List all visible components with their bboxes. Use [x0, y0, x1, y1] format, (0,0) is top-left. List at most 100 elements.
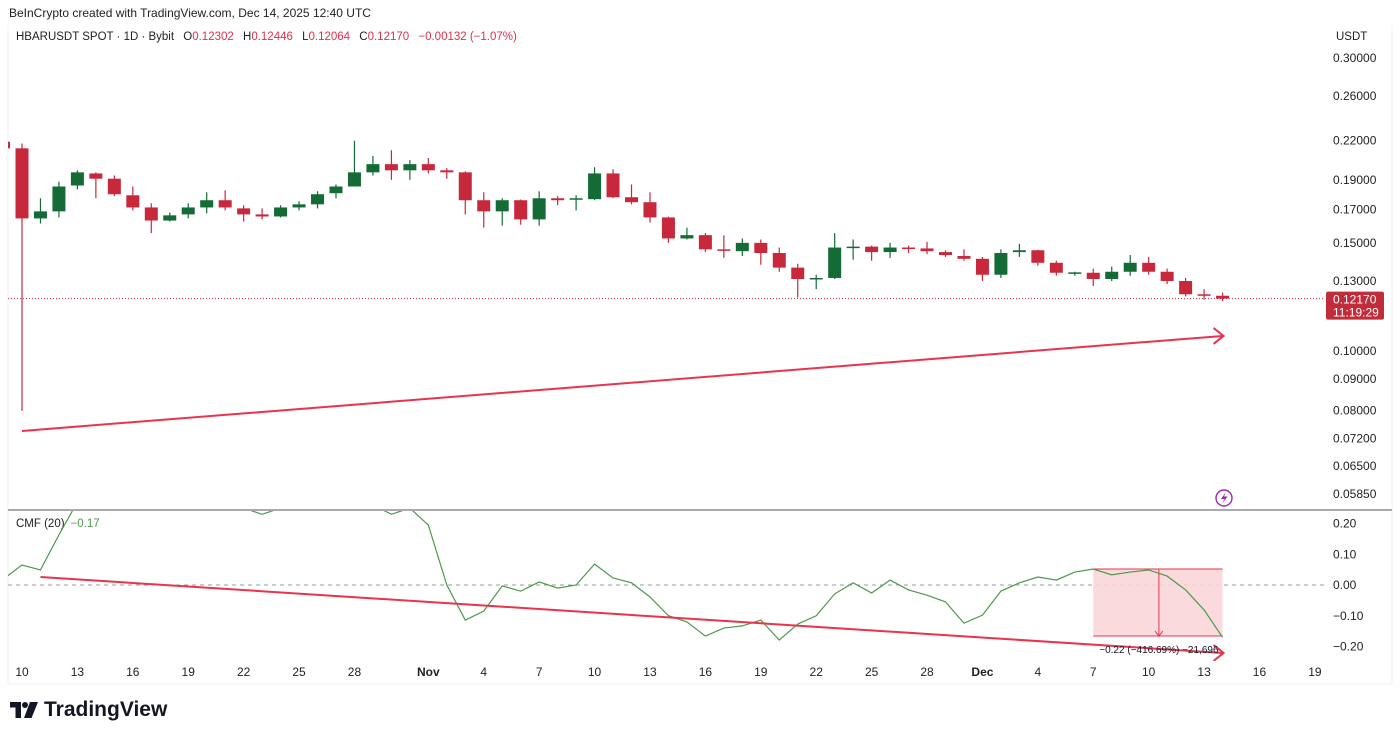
- candle[interactable]: [33, 198, 47, 224]
- candle[interactable]: [1179, 277, 1193, 297]
- candle[interactable]: [957, 249, 971, 261]
- candle-body: [1179, 281, 1193, 295]
- measure-box[interactable]: [1093, 569, 1223, 637]
- candle[interactable]: [772, 247, 786, 272]
- chart-credit: BeInCrypto created with TradingView.com,…: [9, 6, 371, 20]
- candle[interactable]: [1105, 266, 1119, 282]
- candle[interactable]: [532, 191, 546, 226]
- price-trendline[interactable]: [21, 334, 1223, 432]
- lightning-icon[interactable]: [1215, 489, 1233, 507]
- candle[interactable]: [1142, 256, 1156, 275]
- candle[interactable]: [163, 212, 177, 222]
- candle[interactable]: [237, 205, 251, 222]
- candle[interactable]: [144, 203, 158, 234]
- candle[interactable]: [311, 191, 325, 209]
- symbol-title[interactable]: HBARUSDT SPOT · 1D · Bybit: [16, 31, 175, 43]
- candle[interactable]: [89, 172, 103, 199]
- candle[interactable]: [1123, 255, 1137, 276]
- candle[interactable]: [1086, 268, 1100, 286]
- candle[interactable]: [828, 233, 842, 279]
- candle[interactable]: [52, 181, 66, 218]
- candle[interactable]: [809, 274, 823, 290]
- candle[interactable]: [403, 160, 417, 180]
- candle[interactable]: [717, 235, 731, 258]
- candle-body: [735, 242, 749, 252]
- candle[interactable]: [735, 238, 749, 256]
- candle-body: [661, 217, 675, 239]
- measure-arrowhead: [1154, 630, 1164, 637]
- signal-button[interactable]: [1215, 489, 1233, 507]
- candle[interactable]: [994, 249, 1008, 278]
- candle[interactable]: [292, 201, 306, 211]
- candle[interactable]: [181, 203, 195, 219]
- candle[interactable]: [15, 143, 29, 411]
- cmf-current-value: −0.17: [70, 518, 100, 530]
- time-tick-label: 10: [1142, 665, 1156, 679]
- candle[interactable]: [70, 170, 84, 190]
- cmf-line[interactable]: [4, 484, 1224, 641]
- candle[interactable]: [754, 239, 768, 265]
- candle[interactable]: [421, 157, 435, 174]
- price-pane[interactable]: [0, 140, 1325, 432]
- candle[interactable]: [606, 169, 620, 199]
- candle[interactable]: [661, 216, 675, 243]
- candle[interactable]: [791, 263, 805, 298]
- candle[interactable]: [1068, 271, 1082, 276]
- tradingview-logo[interactable]: TradingView: [10, 698, 167, 722]
- candle[interactable]: [643, 192, 657, 223]
- candle[interactable]: [846, 239, 860, 260]
- candle[interactable]: [366, 156, 380, 176]
- cmf-trendline[interactable]: [40, 576, 1223, 654]
- candle[interactable]: [551, 196, 565, 206]
- candle[interactable]: [1216, 292, 1230, 301]
- candle[interactable]: [514, 199, 528, 225]
- candle[interactable]: [698, 233, 712, 253]
- candle[interactable]: [920, 241, 934, 255]
- candle[interactable]: [1012, 243, 1026, 257]
- candle[interactable]: [902, 245, 916, 254]
- candle-body: [255, 214, 269, 217]
- candle[interactable]: [458, 171, 472, 215]
- candle-body: [237, 208, 251, 215]
- candle[interactable]: [1160, 268, 1174, 285]
- candle[interactable]: [1197, 289, 1211, 300]
- candle[interactable]: [126, 186, 140, 211]
- cmf-trendline-arrowhead: [1212, 644, 1226, 661]
- candle[interactable]: [347, 140, 361, 187]
- candle[interactable]: [1031, 249, 1045, 266]
- candle-body: [89, 173, 103, 179]
- time-tick-label: 10: [15, 665, 29, 679]
- cmf-pane[interactable]: −0.22 (−416.69%) −21,696: [4, 484, 1325, 661]
- candle[interactable]: [625, 184, 639, 205]
- candle[interactable]: [939, 250, 952, 257]
- candle[interactable]: [440, 168, 454, 179]
- candle[interactable]: [384, 150, 398, 180]
- price-tick-label: 0.17000: [1333, 202, 1377, 216]
- candle[interactable]: [477, 192, 491, 228]
- candle-body: [403, 164, 417, 171]
- candle-body: [957, 255, 971, 259]
- candle[interactable]: [865, 245, 879, 261]
- candle[interactable]: [329, 184, 343, 199]
- candle[interactable]: [218, 190, 232, 211]
- candle-body: [421, 164, 435, 171]
- candle-body: [1031, 250, 1045, 263]
- candle[interactable]: [569, 195, 583, 211]
- cmf-title[interactable]: CMF (20): [16, 518, 65, 530]
- candle[interactable]: [200, 192, 214, 214]
- candle-body: [588, 173, 602, 200]
- candle[interactable]: [883, 242, 897, 258]
- candle[interactable]: [274, 205, 288, 218]
- candle-body: [865, 246, 879, 253]
- candle[interactable]: [107, 175, 121, 197]
- candle[interactable]: [1049, 260, 1063, 276]
- candle[interactable]: [588, 167, 602, 201]
- candle[interactable]: [0, 141, 11, 149]
- candle[interactable]: [680, 227, 694, 240]
- candle[interactable]: [495, 198, 509, 226]
- candle-body: [1068, 272, 1082, 274]
- candle[interactable]: [255, 208, 269, 220]
- candle[interactable]: [975, 256, 989, 282]
- currency-button[interactable]: USDT: [1336, 31, 1368, 43]
